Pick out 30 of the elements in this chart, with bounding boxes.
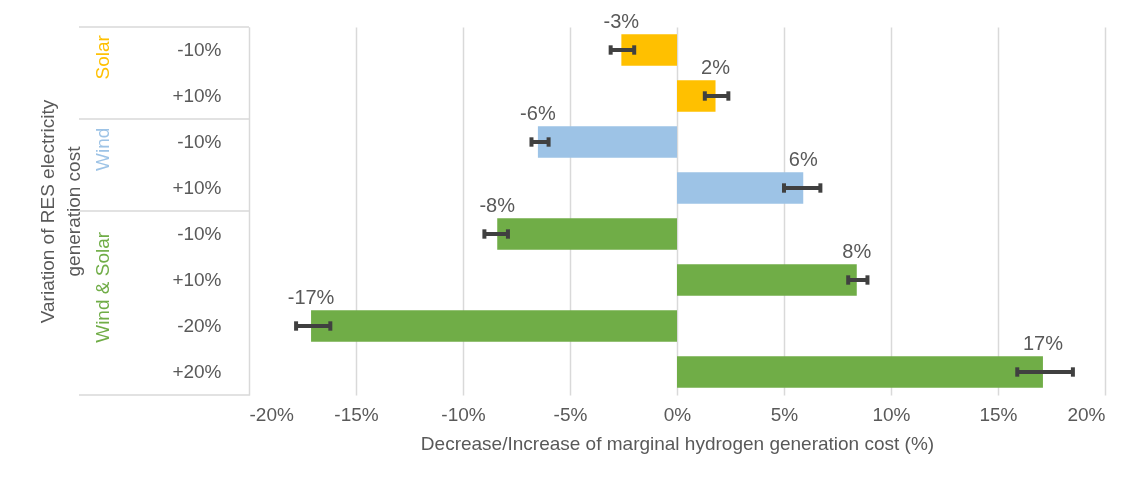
x-tick-label: 20% — [1067, 403, 1106, 425]
x-tick-label: 15% — [979, 403, 1018, 425]
y-tick-label: -10% — [177, 223, 222, 244]
x-tick-label: -20% — [249, 403, 294, 425]
y-tick-label: -10% — [177, 39, 222, 60]
y-tick-label: +10% — [172, 269, 222, 290]
y-tick-label: +10% — [172, 85, 222, 106]
text: Wind & Solar — [92, 231, 113, 343]
y-tick-label: -20% — [177, 315, 222, 336]
x-tick-label: -15% — [334, 403, 379, 425]
data-label: -6% — [520, 102, 556, 125]
text: Solar — [92, 34, 113, 80]
data-label: 2% — [701, 56, 731, 79]
data-label: 8% — [842, 240, 872, 263]
x-tick-label: 10% — [872, 403, 911, 425]
data-label: -17% — [287, 286, 335, 309]
y-tick-label: +20% — [172, 361, 222, 382]
x-tick-label: -10% — [441, 403, 486, 425]
y-tick-label: +10% — [172, 177, 222, 198]
x-tick-label: 0% — [663, 403, 692, 425]
data-label: 6% — [788, 148, 818, 171]
y-tick-label: -10% — [177, 131, 222, 152]
y-axis-title: Variation of RES electricity generation cost — [37, 99, 85, 324]
x-tick-label: 5% — [770, 403, 799, 425]
text: Wind — [92, 127, 113, 172]
x-axis-title: Decrease/Increase of marginal hydrogen generation cost (%) — [420, 432, 935, 454]
data-label: -8% — [479, 194, 516, 217]
x-tick-label: -5% — [553, 403, 588, 425]
data-label: -3% — [603, 10, 640, 33]
data-label: 17% — [1022, 332, 1064, 355]
